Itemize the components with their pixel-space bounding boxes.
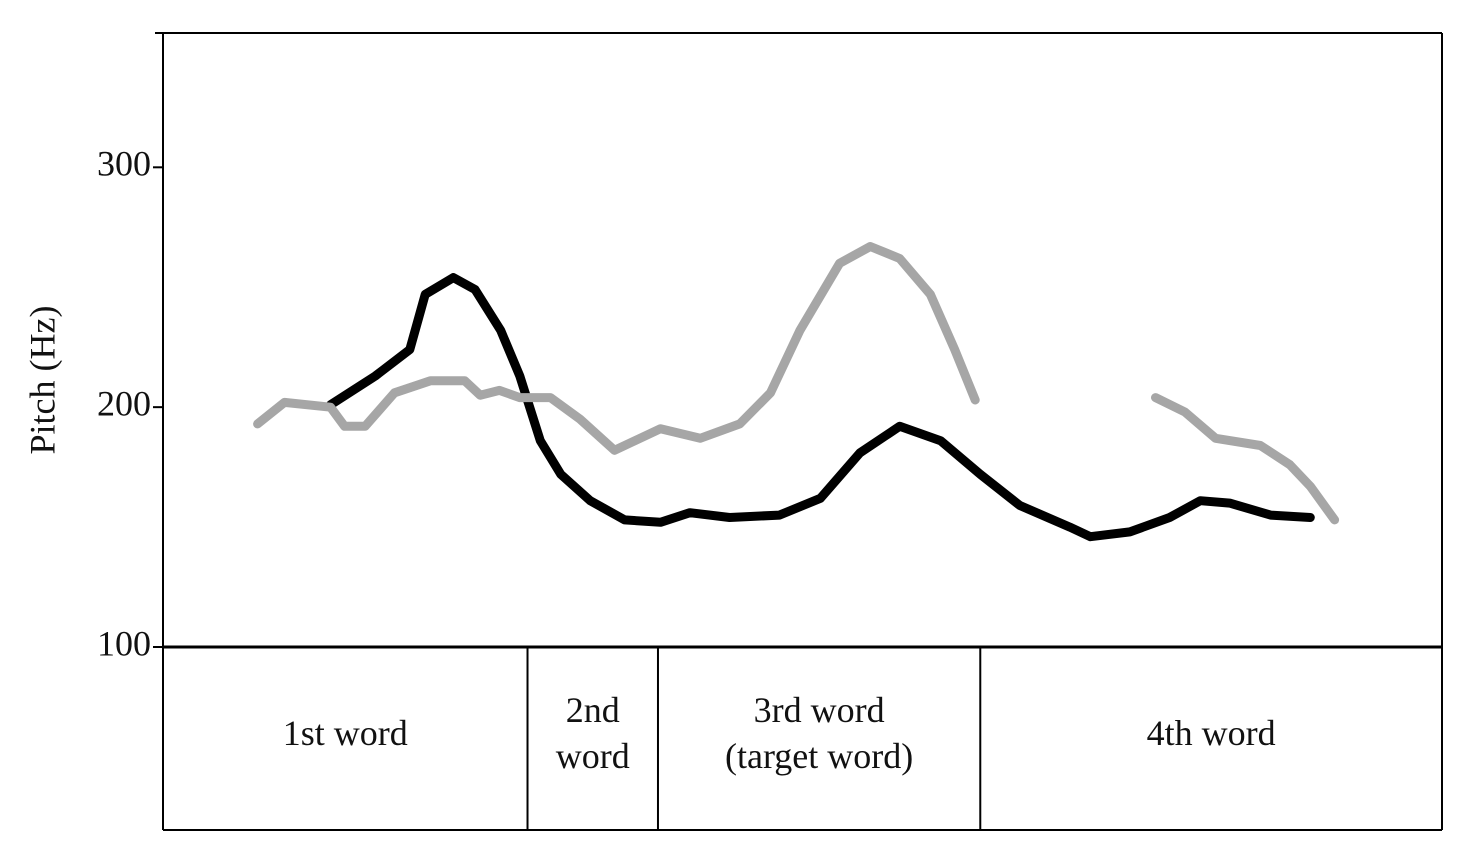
y-tick-label: 100 xyxy=(97,623,151,663)
segment-label: 2nd xyxy=(566,690,620,730)
y-tick-label: 300 xyxy=(97,144,151,184)
segment-label: word xyxy=(556,736,630,776)
y-axis-label: Pitch (Hz) xyxy=(22,306,62,455)
pitch-line xyxy=(253,242,1340,525)
segment-label: 1st word xyxy=(283,713,408,753)
segment-label: 4th word xyxy=(1147,713,1276,753)
segment-label: 3rd word xyxy=(754,690,885,730)
y-tick-label: 200 xyxy=(97,383,151,423)
pitch-line xyxy=(326,273,1315,542)
segment-label: (target word) xyxy=(725,736,913,776)
